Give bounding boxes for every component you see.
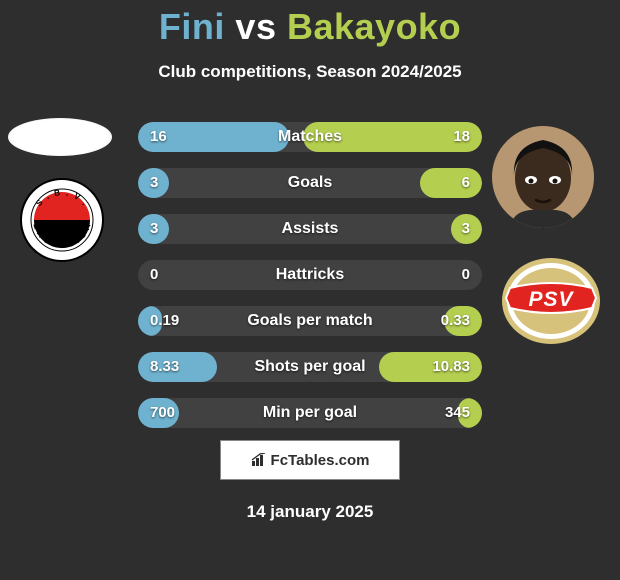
watermark-text: FcTables.com (271, 452, 370, 469)
date-text: 14 january 2025 (0, 502, 620, 522)
stat-label: Shots per goal (138, 352, 482, 382)
stat-label: Goals (138, 168, 482, 198)
svg-text:PSV: PSV (528, 288, 574, 311)
player2-club-badge: PSV (500, 256, 602, 346)
player1-photo (8, 118, 112, 156)
stat-label: Hattricks (138, 260, 482, 290)
player2-name: Bakayoko (287, 6, 461, 47)
player2-photo (492, 126, 594, 228)
stat-row: 700345Min per goal (138, 398, 482, 428)
chart-icon (251, 453, 267, 467)
player1-club-badge: S . B . V . E X C E L S I O R (20, 178, 104, 262)
player1-name: Fini (159, 6, 225, 47)
watermark-badge: FcTables.com (220, 440, 400, 480)
stat-row: 1618Matches (138, 122, 482, 152)
vs-separator: vs (235, 6, 276, 47)
stat-row: 8.3310.83Shots per goal (138, 352, 482, 382)
stat-label: Min per goal (138, 398, 482, 428)
stat-row: 0.190.33Goals per match (138, 306, 482, 336)
stat-label: Assists (138, 214, 482, 244)
stat-label: Goals per match (138, 306, 482, 336)
stat-row: 33Assists (138, 214, 482, 244)
stat-row: 36Goals (138, 168, 482, 198)
stat-row: 00Hattricks (138, 260, 482, 290)
stats-comparison: 1618Matches 36Goals 33Assists 00Hattricks 0.… (138, 122, 482, 444)
stat-label: Matches (138, 122, 482, 152)
page-title: Fini vs Bakayoko (0, 0, 620, 48)
subtitle: Club competitions, Season 2024/2025 (0, 62, 620, 82)
